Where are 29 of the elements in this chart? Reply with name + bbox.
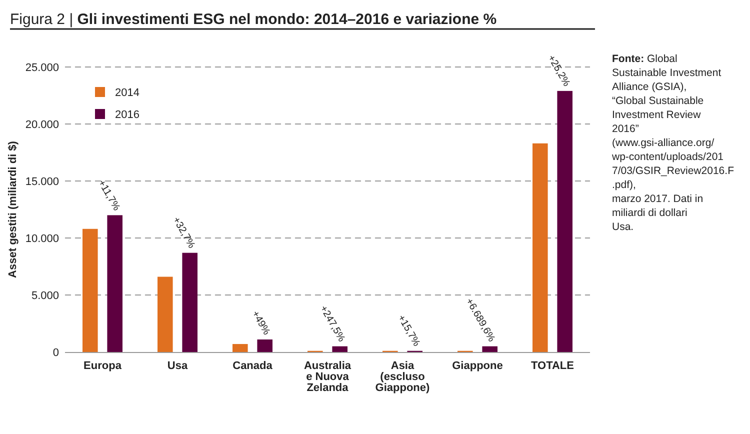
- chart-subtitle: Figura 2 |: [10, 11, 74, 28]
- x-tick-label: Asia (escluso Giappone): [375, 360, 430, 394]
- y-tick-label: 10.000: [25, 232, 59, 245]
- chart-title: Gli investimenti ESG nel mondo: 2014–2016 e variazione %: [77, 11, 497, 28]
- x-tick-label: TOTALE: [531, 360, 574, 372]
- x-tick-label: Usa: [167, 360, 188, 372]
- y-tick-label: 5.000: [31, 290, 59, 302]
- y-axis-title: Asset gestiti (miliardi di $): [7, 140, 19, 278]
- legend-label: 2016: [115, 108, 140, 121]
- bar: [332, 346, 348, 352]
- bar: [107, 215, 122, 352]
- x-tick-label: Giappone: [452, 360, 503, 372]
- bar: [557, 90, 572, 352]
- bar: [532, 143, 548, 352]
- x-tick-label: Europa: [84, 360, 122, 372]
- y-tick-label: 15.000: [25, 176, 59, 188]
- y-tick-label: 25.000: [25, 62, 59, 74]
- y-tick-label: 0: [52, 346, 59, 359]
- legend-label: 2014: [115, 86, 140, 99]
- x-tick-label: Canada: [232, 360, 274, 372]
- bar: [182, 252, 198, 352]
- bar: [257, 339, 272, 352]
- bar: [82, 228, 98, 352]
- text: Fonte: Global Sustainable Investment Alliance (GSIA), “Global Sustainable Investment Review 2016” (www.gsi-alliance.org/wp-content/uploads/2017/03/GSIR_Review2016.F.pdf), marzo 2017. Dati in miliardi di dollari Usa.: [612, 53, 734, 233]
- x-tick-label: Australia e Nuova Zelanda: [304, 360, 352, 394]
- bar: [232, 344, 248, 352]
- bar: [158, 276, 173, 352]
- y-tick-label: 20.000: [25, 118, 59, 131]
- bar: [482, 346, 498, 352]
